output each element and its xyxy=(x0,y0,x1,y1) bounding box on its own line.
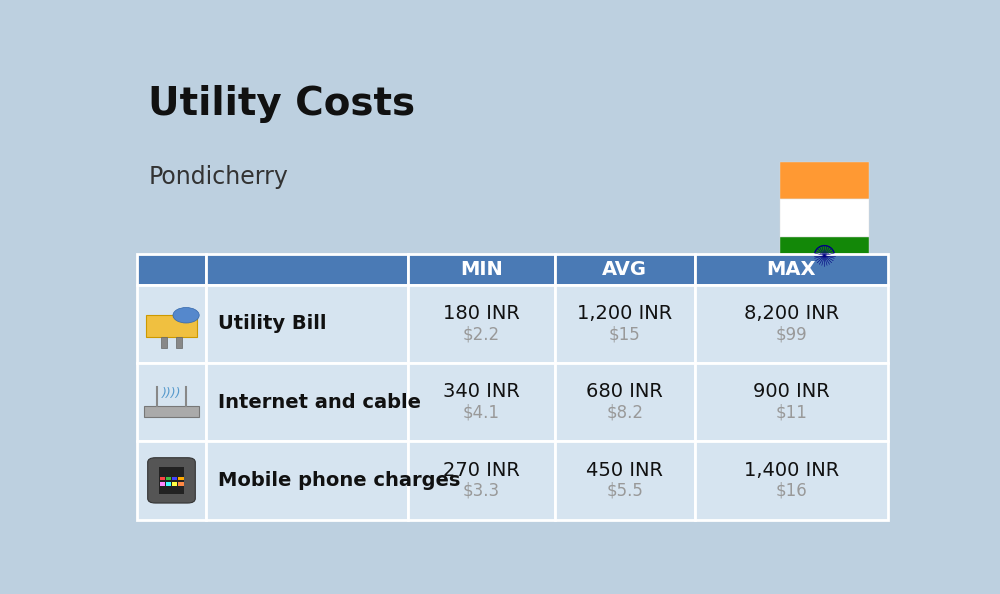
Text: $5.5: $5.5 xyxy=(606,482,643,500)
Bar xyxy=(137,285,206,363)
Text: 270 INR: 270 INR xyxy=(443,461,520,480)
Bar xyxy=(555,441,695,520)
Bar xyxy=(161,337,167,347)
Bar xyxy=(555,254,695,285)
Bar xyxy=(144,406,199,417)
Text: MAX: MAX xyxy=(767,260,816,279)
FancyBboxPatch shape xyxy=(148,458,195,503)
Text: 340 INR: 340 INR xyxy=(443,383,520,402)
Text: AVG: AVG xyxy=(602,260,647,279)
Text: $3.3: $3.3 xyxy=(463,482,500,500)
Bar xyxy=(166,482,171,485)
Bar xyxy=(146,315,197,337)
Text: $99: $99 xyxy=(776,325,807,343)
Bar xyxy=(206,441,408,520)
Bar xyxy=(206,254,408,285)
Bar xyxy=(780,237,869,274)
Text: 1,400 INR: 1,400 INR xyxy=(744,461,839,480)
Bar xyxy=(780,200,869,237)
Circle shape xyxy=(173,308,199,323)
Bar xyxy=(408,285,555,363)
Bar xyxy=(159,467,184,494)
Bar xyxy=(206,363,408,441)
Text: Utility Costs: Utility Costs xyxy=(148,85,415,123)
Text: Pondicherry: Pondicherry xyxy=(148,165,288,189)
Text: $8.2: $8.2 xyxy=(606,403,643,421)
Text: Internet and cable: Internet and cable xyxy=(218,393,421,412)
Text: 450 INR: 450 INR xyxy=(586,461,663,480)
Bar xyxy=(137,363,206,441)
Bar xyxy=(178,482,184,485)
Bar xyxy=(695,363,888,441)
Text: $15: $15 xyxy=(609,325,641,343)
Bar xyxy=(176,337,182,347)
Bar xyxy=(137,441,206,520)
Bar xyxy=(408,441,555,520)
Bar xyxy=(178,476,184,481)
Text: $16: $16 xyxy=(776,482,807,500)
Text: Mobile phone charges: Mobile phone charges xyxy=(218,471,460,490)
Text: )))): )))) xyxy=(162,387,181,400)
Text: 680 INR: 680 INR xyxy=(586,383,663,402)
Bar xyxy=(166,476,171,481)
Bar xyxy=(160,476,165,481)
Text: 8,200 INR: 8,200 INR xyxy=(744,304,839,323)
Bar xyxy=(137,254,206,285)
Bar xyxy=(555,363,695,441)
Text: 1,200 INR: 1,200 INR xyxy=(577,304,672,323)
Text: $4.1: $4.1 xyxy=(463,403,500,421)
Text: Utility Bill: Utility Bill xyxy=(218,314,326,333)
Bar xyxy=(695,254,888,285)
Bar xyxy=(172,482,177,485)
Bar xyxy=(780,162,869,200)
Bar xyxy=(555,285,695,363)
Bar xyxy=(206,285,408,363)
Bar xyxy=(695,441,888,520)
Text: $11: $11 xyxy=(776,403,807,421)
Bar xyxy=(408,363,555,441)
Text: $2.2: $2.2 xyxy=(463,325,500,343)
Text: MIN: MIN xyxy=(460,260,503,279)
Text: 900 INR: 900 INR xyxy=(753,383,830,402)
Bar xyxy=(160,482,165,485)
Bar xyxy=(172,476,177,481)
Bar xyxy=(695,285,888,363)
Text: 180 INR: 180 INR xyxy=(443,304,520,323)
Bar xyxy=(408,254,555,285)
